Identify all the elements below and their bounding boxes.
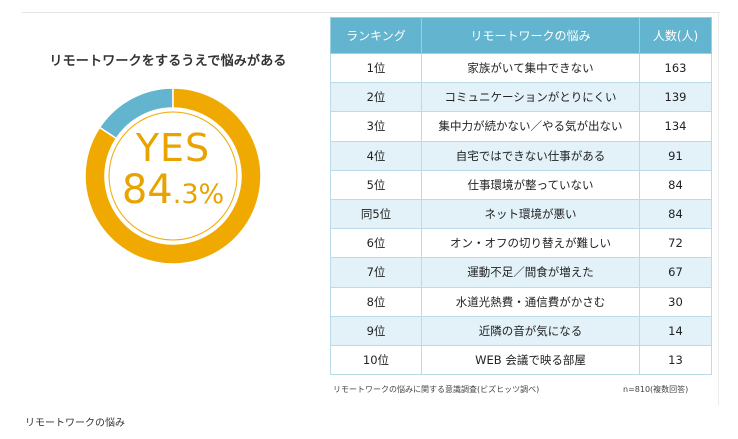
count-cell: 163 bbox=[639, 52, 712, 84]
table-row: 1位 家族がいて集中できない 163 bbox=[330, 52, 712, 84]
table-row: 3位 集中力が続かない／やる気が出ない 134 bbox=[330, 111, 712, 142]
count-cell: 134 bbox=[639, 111, 712, 142]
header-issue: リモートワークの悩み bbox=[421, 17, 640, 54]
center-pct-dec: .3% bbox=[172, 179, 225, 210]
header-rank: ランキング bbox=[330, 17, 422, 54]
issue-cell: 近隣の音が気になる bbox=[421, 315, 640, 346]
table-header-row: ランキング リモートワークの悩み 人数(人) bbox=[330, 17, 712, 54]
count-cell: 84 bbox=[639, 169, 712, 200]
rank-cell: 5位 bbox=[330, 169, 422, 200]
donut-title: リモートワークをするうえで悩みがある bbox=[49, 54, 287, 69]
count-cell: 30 bbox=[639, 286, 712, 317]
count-cell: 84 bbox=[639, 198, 712, 230]
table-row: 10位 WEB 会議で映る部屋 13 bbox=[330, 344, 712, 376]
table-row: 5位 仕事環境が整っていない 84 bbox=[330, 169, 712, 200]
issue-cell: オン・オフの切り替えが難しい bbox=[421, 228, 640, 259]
count-cell: 13 bbox=[639, 344, 712, 376]
table-row: 9位 近隣の音が気になる 14 bbox=[330, 315, 712, 346]
rank-cell: 同5位 bbox=[330, 198, 422, 230]
rank-cell: 2位 bbox=[330, 82, 422, 113]
donut-center: YES 84.3% bbox=[75, 78, 271, 274]
donut-chart: YES 84.3% bbox=[75, 78, 271, 274]
rank-cell: 4位 bbox=[330, 140, 422, 171]
count-cell: 14 bbox=[639, 315, 712, 346]
issue-cell: 家族がいて集中できない bbox=[421, 52, 640, 84]
sample-note: n=810(複数回答) bbox=[623, 385, 689, 394]
rank-cell: 9位 bbox=[330, 315, 422, 346]
table-body: 1位 家族がいて集中できない 163 2位 コミュニケーションがとりにくい 139 3位 集中… bbox=[330, 52, 712, 376]
table-row: 6位 オン・オフの切り替えが難しい 72 bbox=[330, 228, 712, 259]
issue-cell: コミュニケーションがとりにくい bbox=[421, 82, 640, 113]
issue-cell: 集中力が続かない／やる気が出ない bbox=[421, 111, 640, 142]
issue-cell: 水道光熱費・通信費がかさむ bbox=[421, 286, 640, 317]
issue-cell: 運動不足／間食が増えた bbox=[421, 257, 640, 288]
issue-cell: 仕事環境が整っていない bbox=[421, 169, 640, 200]
header-count: 人数(人) bbox=[639, 17, 712, 54]
center-yes-label: YES bbox=[135, 126, 211, 170]
ranking-table: ランキング リモートワークの悩み 人数(人) 1位 家族がいて集中できない 163 2… bbox=[330, 17, 712, 376]
rank-cell: 7位 bbox=[330, 257, 422, 288]
donut-slice-yes bbox=[84, 87, 262, 265]
table-row: 4位 自宅ではできない仕事がある 91 bbox=[330, 140, 712, 171]
donut-inner-ring bbox=[108, 111, 238, 241]
rank-cell: 3位 bbox=[330, 111, 422, 142]
count-cell: 91 bbox=[639, 140, 712, 171]
rank-cell: 6位 bbox=[330, 228, 422, 259]
center-pct-int: 84 bbox=[121, 167, 173, 213]
donut-svg bbox=[84, 87, 262, 265]
table-row: 2位 コミュニケーションがとりにくい 139 bbox=[330, 82, 712, 113]
table-row: 8位 水道光熱費・通信費がかさむ 30 bbox=[330, 286, 712, 317]
rank-cell: 1位 bbox=[330, 52, 422, 84]
table-row: 7位 運動不足／間食が増えた 67 bbox=[330, 257, 712, 288]
issue-cell: WEB 会議で映る部屋 bbox=[421, 344, 640, 376]
count-cell: 139 bbox=[639, 82, 712, 113]
figure-frame-edge bbox=[718, 12, 719, 405]
figure-caption: リモートワークの悩み bbox=[25, 418, 125, 429]
rank-cell: 10位 bbox=[330, 344, 422, 376]
rank-cell: 8位 bbox=[330, 286, 422, 317]
count-cell: 72 bbox=[639, 228, 712, 259]
figure-frame bbox=[22, 12, 720, 405]
count-cell: 67 bbox=[639, 257, 712, 288]
source-note: リモートワークの悩みに関する意識調査(ビズヒッツ調べ) bbox=[333, 385, 540, 394]
issue-cell: ネット環境が悪い bbox=[421, 198, 640, 230]
issue-cell: 自宅ではできない仕事がある bbox=[421, 140, 640, 171]
center-percentage: 84.3% bbox=[122, 169, 224, 219]
table-row: 同5位 ネット環境が悪い 84 bbox=[330, 198, 712, 230]
